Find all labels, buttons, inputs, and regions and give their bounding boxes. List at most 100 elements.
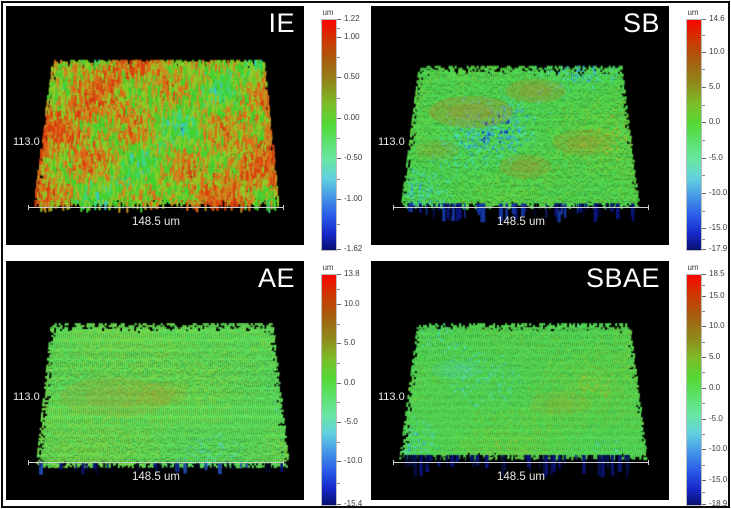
colorbar-gradient — [321, 19, 337, 251]
surface-plot-canvas-sb — [371, 6, 669, 245]
colorbar-tick-mark — [702, 326, 706, 328]
colorbar-tick-mark — [702, 449, 706, 451]
colorbar-tick-mark — [702, 228, 706, 230]
surface-view-sb: SB 113.0 148.5 um — [371, 6, 669, 245]
colorbar-ticks: 1.22 1.00 0.50 0.00 -0.50 -1.00 -1.62 — [337, 15, 366, 253]
colorbar-gradient — [686, 19, 702, 251]
surface-view-ae: AE 113.0 148.5 um — [6, 261, 304, 500]
colorbar-tick-label: 10.0 — [709, 321, 725, 331]
colorbar-tick-mark — [702, 480, 706, 482]
colorbar-minor-tick-mark — [702, 210, 705, 212]
colorbar-minor-tick-mark — [702, 69, 705, 71]
colorbar-tick-label: -18.9 — [709, 499, 728, 508]
colorbar-tick-label: 0.00 — [344, 112, 360, 122]
surface-view-sbae: SBAE 113.0 148.5 um — [371, 261, 669, 500]
x-dimension-label: 148.5 um — [132, 471, 180, 483]
colorbar-tick-mark — [337, 249, 341, 250]
colorbar-tick-label: 0.0 — [709, 117, 721, 127]
colorbar-tick-label: 10.0 — [344, 298, 360, 308]
colorbar-minor-tick-mark — [337, 363, 340, 364]
panel-title-sbae: SBAE — [585, 263, 660, 293]
colorbar-tick-label: -15.0 — [709, 475, 728, 485]
colorbar-unit-label: um — [322, 8, 334, 17]
colorbar-minor-tick-mark — [702, 104, 705, 106]
y-dimension-label: 113.0 — [378, 391, 405, 403]
dimension-tick — [393, 460, 394, 465]
colorbar-tick-label: 1.22 — [344, 14, 360, 23]
colorbar: um 14.6 10.0 5.0 0.0 -5.0 -10.0 -15.0 -17.9 — [685, 8, 731, 254]
dimension-tick — [28, 460, 29, 465]
colorbar-tick-mark — [337, 303, 341, 305]
colorbar-tick-mark — [337, 382, 341, 384]
colorbar-tick-mark — [702, 504, 706, 505]
colorbar-tick-label: -15.4 — [344, 499, 363, 508]
colorbar-minor-tick-mark — [337, 138, 340, 140]
colorbar: um 1.22 1.00 0.50 0.00 -0.50 -1.00 -1.62 — [320, 8, 366, 254]
colorbar-minor-tick-mark — [702, 403, 705, 405]
surface-plot-canvas-sbae — [371, 261, 669, 500]
y-dimension-label: 113.0 — [13, 391, 40, 403]
colorbar-tick-label: 0.0 — [344, 377, 356, 387]
colorbar: um 18.5 15.0 10.0 5.0 0.0 -5.0 -10.0 -15.0 -18.9 — [685, 263, 731, 509]
colorbar-tick-label: -10.0 — [709, 188, 728, 198]
colorbar-minor-tick-mark — [702, 284, 705, 286]
colorbar-tick-mark — [337, 117, 341, 119]
colorbar-tick-mark — [702, 295, 706, 297]
x-dimension: 148.5 um — [393, 460, 649, 483]
colorbar-tick-label: -1.62 — [344, 244, 363, 253]
colorbar-tick-label: -0.50 — [344, 153, 363, 163]
panel-title-sb: SB — [622, 8, 660, 38]
colorbar-tick-mark — [702, 19, 706, 20]
colorbar-tick-label: 1.00 — [344, 31, 360, 41]
colorbar-tick-label: -10.0 — [709, 444, 728, 454]
surface-plot-canvas-ie — [6, 6, 304, 245]
colorbar-minor-tick-mark — [337, 178, 340, 180]
x-dimension-line — [393, 460, 649, 465]
colorbar-gradient — [686, 274, 702, 506]
colorbar-minor-tick-mark — [337, 402, 340, 404]
colorbar-minor-tick-mark — [702, 35, 705, 37]
panel-title-ae: AE — [257, 263, 295, 293]
colorbar-minor-tick-mark — [337, 482, 340, 484]
colorbar-tick-label: -15.0 — [709, 223, 728, 233]
colorbar-ticks: 18.5 15.0 10.0 5.0 0.0 -5.0 -10.0 -15.0 -18.9 — [702, 270, 731, 508]
colorbar-minor-tick-mark — [702, 175, 705, 177]
colorbar-tick-mark — [702, 193, 706, 195]
colorbar-minor-tick-mark — [702, 238, 705, 240]
colorbar-tick-label: 18.5 — [709, 269, 725, 278]
x-dimension-label: 148.5 um — [497, 471, 545, 483]
colorbar-ticks: 13.8 10.0 5.0 0.0 -5.0 -10.0 -15.4 — [337, 270, 366, 508]
dimension-tick — [648, 460, 649, 465]
colorbar-tick-mark — [702, 122, 706, 124]
quadrant-sb: SB 113.0 148.5 um um 14.6 10.0 5.0 0.0 -5.0 -… — [371, 6, 731, 254]
colorbar-tick-mark — [337, 198, 341, 200]
colorbar-tick-mark — [702, 249, 706, 250]
colorbar-minor-tick-mark — [702, 492, 705, 493]
colorbar-minor-tick-mark — [337, 27, 340, 29]
colorbar-tick-mark — [702, 418, 706, 420]
panel-title-ie: IE — [268, 8, 295, 38]
colorbar-tick-label: -5.0 — [709, 152, 723, 162]
colorbar-tick-label: 10.0 — [709, 46, 725, 56]
dimension-tick — [283, 205, 284, 210]
colorbar-minor-tick-mark — [702, 372, 705, 374]
dimension-tick — [283, 460, 284, 465]
colorbar-tick-label: 15.0 — [709, 290, 725, 300]
colorbar-tick-mark — [702, 51, 706, 53]
colorbar-minor-tick-mark — [702, 433, 705, 435]
colorbar-tick-label: 5.0 — [344, 338, 356, 348]
colorbar-minor-tick-mark — [337, 288, 340, 290]
dimension-tick — [648, 205, 649, 210]
colorbar-tick-label: 14.6 — [709, 14, 725, 23]
colorbar-tick-mark — [702, 357, 706, 359]
colorbar-minor-tick-mark — [337, 97, 340, 99]
surface-view-ie: IE 113.0 148.5 um — [6, 6, 304, 245]
colorbar-tick-mark — [337, 461, 341, 463]
colorbar-tick-label: -5.0 — [709, 413, 723, 423]
colorbar: um 13.8 10.0 5.0 0.0 -5.0 -10.0 -15.4 — [320, 263, 366, 509]
x-dimension: 148.5 um — [28, 205, 284, 228]
colorbar-tick-mark — [702, 157, 706, 159]
colorbar-tick-mark — [337, 77, 341, 79]
colorbar-tick-label: 0.50 — [344, 72, 360, 82]
colorbar-minor-tick-mark — [337, 323, 340, 325]
